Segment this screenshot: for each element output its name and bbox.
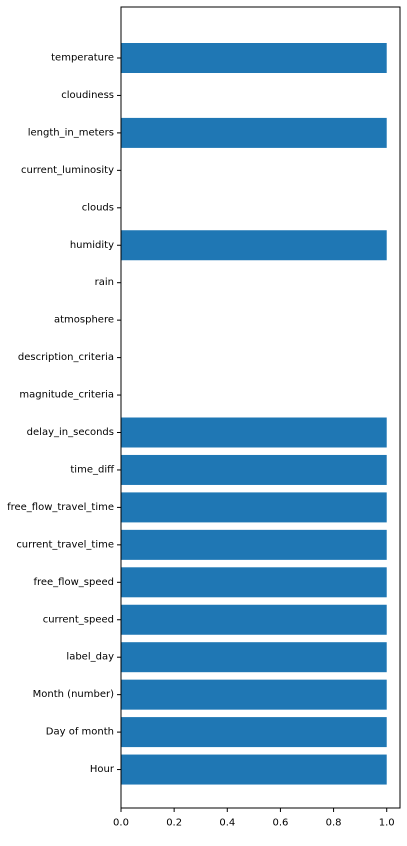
bar [121, 529, 387, 560]
category-label: cloudiness [61, 90, 114, 101]
bar [121, 642, 387, 673]
category-label: Hour [90, 764, 115, 775]
bar [121, 679, 387, 710]
category-label: description_criteria [18, 352, 114, 363]
category-label: free_flow_travel_time [7, 502, 114, 513]
category-label: magnitude_criteria [19, 390, 114, 401]
x-tick-label: 0.4 [219, 818, 235, 829]
bar [121, 417, 387, 448]
bar [121, 230, 387, 261]
category-label: humidity [70, 240, 114, 251]
category-label: atmosphere [54, 315, 114, 326]
x-tick-label: 1.0 [379, 818, 395, 829]
category-label: current_travel_time [16, 539, 114, 550]
category-label: clouds [82, 202, 114, 213]
bar [121, 754, 387, 785]
category-label: Month (number) [33, 689, 114, 700]
category-label: rain [95, 277, 114, 288]
bar [121, 454, 387, 485]
x-tick-label: 0.0 [113, 818, 129, 829]
x-tick-label: 0.8 [326, 818, 342, 829]
category-label: label_day [66, 652, 114, 663]
category-labels-group: temperature cloudiness length_in_meterscur… [7, 53, 121, 775]
bars-group [121, 43, 387, 785]
bar [121, 567, 387, 598]
bar [121, 43, 387, 73]
plot-frame [120, 6, 401, 809]
category-label: current_speed [43, 614, 114, 625]
category-label: current_luminosity [21, 165, 114, 176]
category-label: time_diff [70, 464, 115, 475]
category-label: temperature [51, 53, 114, 64]
category-label: Day of month [46, 727, 114, 738]
x-ticks-group: 0.0 0.2 0.4 0.6 0.8 1.0 [113, 808, 395, 829]
x-tick-label: 0.6 [272, 818, 288, 829]
bar [121, 492, 387, 523]
category-label: free_flow_speed [33, 577, 114, 588]
bar [121, 604, 387, 635]
bar [121, 717, 387, 748]
category-label: delay_in_seconds [27, 427, 114, 438]
bar [121, 117, 387, 148]
category-label: length_in_meters [28, 127, 114, 138]
x-tick-label: 0.2 [166, 818, 182, 829]
